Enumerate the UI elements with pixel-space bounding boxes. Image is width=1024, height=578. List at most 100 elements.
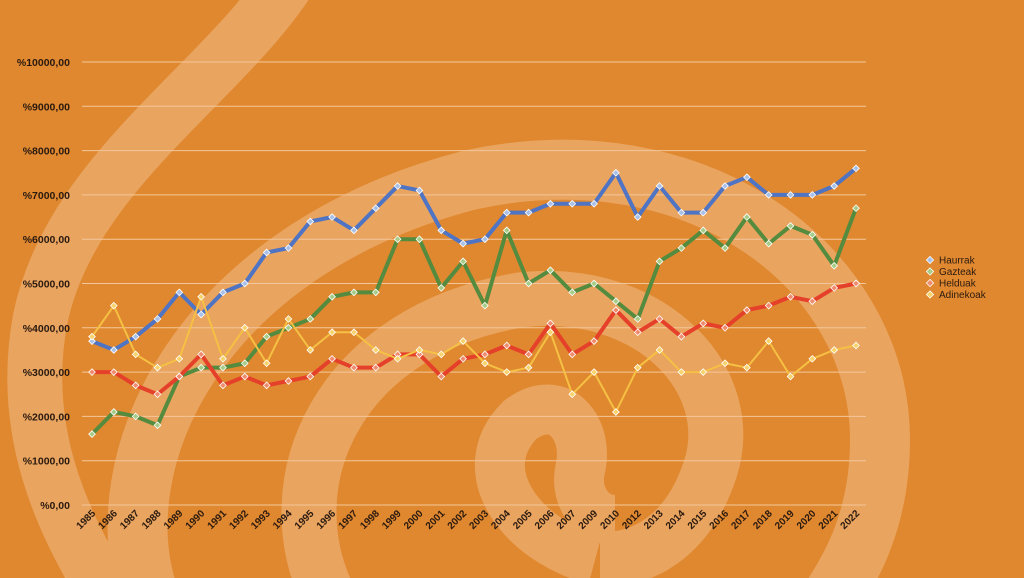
data-point-marker bbox=[721, 359, 729, 368]
data-point-marker bbox=[459, 354, 467, 363]
data-point-marker bbox=[393, 354, 402, 363]
data-point-marker bbox=[219, 288, 227, 297]
data-point-marker bbox=[328, 292, 336, 301]
data-point-marker bbox=[459, 337, 467, 345]
y-tick-label: %3000,00 bbox=[23, 367, 70, 379]
x-tick-label: 1997 bbox=[337, 508, 361, 532]
series-line bbox=[92, 281, 857, 397]
data-point-marker bbox=[415, 235, 424, 244]
data-point-marker bbox=[131, 350, 140, 359]
data-point-marker bbox=[88, 332, 96, 341]
data-point-marker bbox=[306, 217, 315, 226]
y-tick-label: %6000,00 bbox=[23, 234, 70, 246]
series-line bbox=[91, 295, 857, 413]
data-point-marker bbox=[153, 390, 162, 399]
data-point-marker bbox=[197, 292, 206, 301]
data-point-marker bbox=[786, 372, 795, 381]
data-point-marker bbox=[502, 226, 511, 235]
legend-marker bbox=[925, 278, 935, 288]
data-point-marker bbox=[153, 363, 162, 372]
data-point-marker bbox=[524, 350, 533, 359]
data-point-marker bbox=[219, 354, 227, 363]
data-point-marker bbox=[852, 204, 860, 213]
data-point-marker bbox=[677, 368, 686, 376]
data-point-marker bbox=[371, 346, 380, 354]
data-point-marker bbox=[830, 284, 839, 292]
data-point-marker bbox=[808, 191, 817, 199]
data-point-marker bbox=[437, 284, 446, 292]
y-tick-label: %10000,00 bbox=[17, 57, 70, 69]
data-point-marker bbox=[742, 213, 751, 221]
data-point-marker bbox=[633, 315, 642, 323]
data-point-marker bbox=[306, 315, 315, 323]
y-tick-label: %2000,00 bbox=[23, 411, 70, 423]
data-point-marker bbox=[88, 368, 96, 376]
data-point-marker bbox=[481, 301, 489, 310]
data-point-marker bbox=[131, 381, 140, 390]
series-markers bbox=[88, 164, 860, 438]
data-point-marker bbox=[590, 279, 598, 288]
data-point-marker bbox=[240, 323, 249, 332]
data-point-marker bbox=[219, 381, 227, 390]
data-point-marker bbox=[481, 359, 489, 368]
data-point-marker bbox=[721, 182, 729, 190]
data-point-marker bbox=[699, 226, 708, 235]
x-tick-label: 1991 bbox=[206, 508, 230, 532]
data-point-marker bbox=[197, 363, 206, 372]
data-point-marker bbox=[284, 315, 293, 323]
data-point-marker bbox=[830, 346, 839, 354]
x-tick-label: 2000 bbox=[402, 508, 426, 532]
data-point-marker bbox=[852, 164, 860, 173]
y-tick-label: %5000,00 bbox=[23, 279, 70, 291]
x-axis-tick-labels: 1985198619871988198919901991199219931994… bbox=[75, 508, 863, 532]
data-point-marker bbox=[284, 377, 293, 385]
data-point-marker bbox=[284, 244, 293, 252]
data-point-marker bbox=[568, 350, 577, 359]
data-point-marker bbox=[808, 230, 817, 239]
data-point-marker bbox=[175, 288, 184, 297]
data-point-marker bbox=[568, 199, 577, 208]
x-tick-label: 2020 bbox=[795, 508, 819, 532]
data-point-marker bbox=[612, 306, 620, 314]
data-point-marker bbox=[459, 257, 467, 266]
x-tick-label: 2002 bbox=[446, 508, 470, 532]
x-tick-label: 2018 bbox=[751, 508, 775, 532]
data-point-marker bbox=[742, 173, 751, 182]
data-point-marker bbox=[612, 297, 620, 306]
data-point-marker bbox=[350, 363, 358, 372]
data-point-marker bbox=[677, 208, 686, 217]
data-point-marker bbox=[109, 408, 118, 416]
data-point-marker bbox=[328, 328, 336, 337]
data-point-marker bbox=[764, 191, 773, 199]
data-point-marker bbox=[590, 337, 598, 345]
data-point-marker bbox=[808, 297, 817, 306]
data-point-marker bbox=[524, 279, 533, 288]
data-point-marker bbox=[633, 363, 642, 372]
y-tick-label: %1000,00 bbox=[23, 456, 70, 468]
data-point-marker bbox=[371, 288, 380, 297]
data-point-marker bbox=[262, 248, 271, 257]
data-point-marker bbox=[502, 341, 511, 350]
y-tick-label: %4000,00 bbox=[23, 323, 70, 335]
data-point-marker bbox=[393, 182, 402, 190]
y-axis-tick-labels: %0,00 %1000,00 %2000,00 %3000,00 %4000,00 %50… bbox=[17, 57, 70, 512]
data-point-marker bbox=[546, 199, 555, 208]
x-tick-label: 1992 bbox=[227, 508, 251, 532]
data-point-marker bbox=[437, 226, 446, 235]
data-point-marker bbox=[699, 319, 708, 328]
legend-marker bbox=[925, 255, 935, 265]
data-point-marker bbox=[524, 363, 533, 372]
y-tick-label: %9000,00 bbox=[23, 101, 70, 113]
data-point-marker bbox=[546, 319, 555, 328]
x-tick-label: 1998 bbox=[358, 508, 382, 532]
data-point-marker bbox=[371, 204, 380, 213]
data-point-marker bbox=[786, 222, 795, 230]
data-point-marker bbox=[830, 261, 839, 270]
data-point-marker bbox=[109, 368, 118, 376]
data-point-marker bbox=[328, 354, 336, 363]
data-point-marker bbox=[742, 306, 751, 314]
data-point-marker bbox=[306, 346, 315, 354]
data-point-marker bbox=[612, 408, 620, 416]
legend-marker bbox=[925, 267, 935, 276]
